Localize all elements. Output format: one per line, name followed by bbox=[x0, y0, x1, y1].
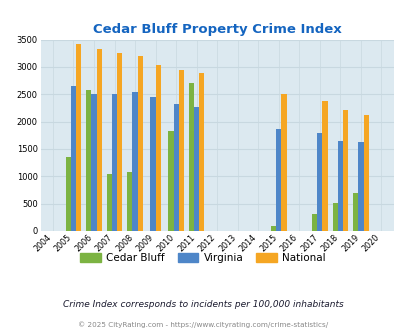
Bar bbox=[271, 225, 275, 231]
Bar bbox=[311, 214, 317, 231]
Bar bbox=[317, 133, 322, 231]
Bar bbox=[107, 174, 112, 231]
Bar bbox=[362, 115, 368, 231]
Bar bbox=[117, 53, 122, 231]
Bar bbox=[199, 73, 204, 231]
Bar bbox=[137, 56, 143, 231]
Bar bbox=[173, 104, 178, 231]
Bar bbox=[358, 142, 362, 231]
Bar bbox=[150, 97, 155, 231]
Bar bbox=[188, 83, 194, 231]
Bar bbox=[71, 86, 76, 231]
Bar bbox=[194, 107, 199, 231]
Bar bbox=[66, 157, 71, 231]
Bar bbox=[76, 44, 81, 231]
Bar bbox=[275, 129, 281, 231]
Bar bbox=[337, 141, 342, 231]
Bar bbox=[91, 94, 96, 231]
Bar bbox=[178, 70, 183, 231]
Bar bbox=[132, 92, 137, 231]
Text: Crime Index corresponds to incidents per 100,000 inhabitants: Crime Index corresponds to incidents per… bbox=[62, 300, 343, 309]
Bar bbox=[112, 94, 117, 231]
Text: © 2025 CityRating.com - https://www.cityrating.com/crime-statistics/: © 2025 CityRating.com - https://www.city… bbox=[78, 321, 327, 328]
Bar bbox=[332, 203, 337, 231]
Bar bbox=[127, 173, 132, 231]
Title: Cedar Bluff Property Crime Index: Cedar Bluff Property Crime Index bbox=[93, 23, 341, 36]
Bar bbox=[168, 131, 173, 231]
Bar bbox=[342, 110, 347, 231]
Legend: Cedar Bluff, Virginia, National: Cedar Bluff, Virginia, National bbox=[76, 248, 329, 267]
Bar bbox=[281, 94, 286, 231]
Bar bbox=[155, 65, 160, 231]
Bar bbox=[352, 193, 358, 231]
Bar bbox=[96, 50, 101, 231]
Bar bbox=[86, 90, 91, 231]
Bar bbox=[322, 101, 327, 231]
